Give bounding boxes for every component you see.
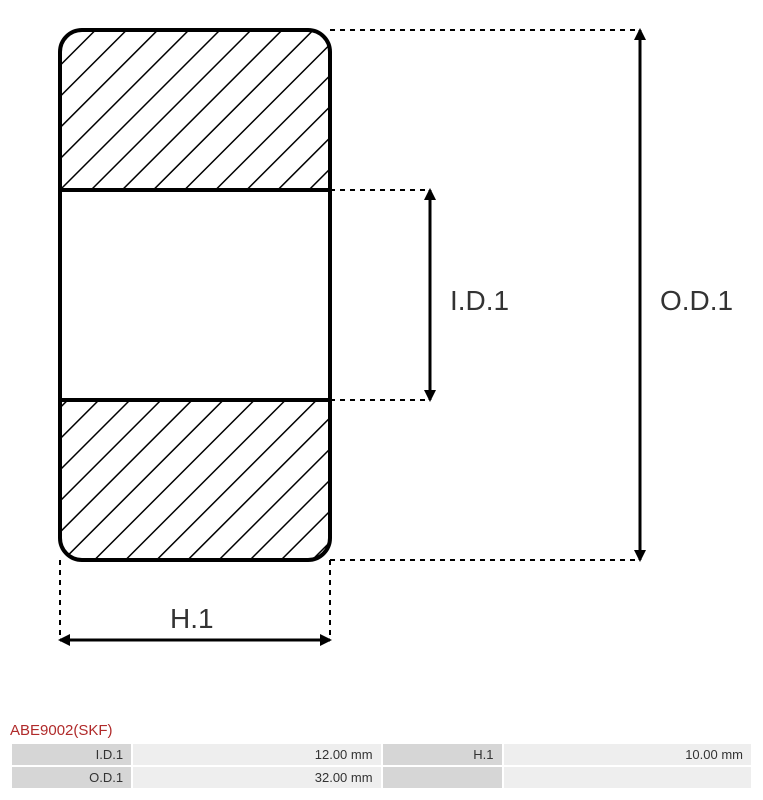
- table-row: I.D.1 12.00 mm H.1 10.00 mm: [12, 744, 751, 765]
- spec-table: I.D.1 12.00 mm H.1 10.00 mm O.D.1 32.00 …: [10, 742, 753, 790]
- spec-label-h1: H.1: [383, 744, 502, 765]
- spec-value-od1: 32.00 mm: [133, 767, 380, 788]
- spec-label-empty: [383, 767, 502, 788]
- od1-label: O.D.1: [660, 285, 733, 316]
- diagram-area: I.D.1 O.D.1 H.1: [0, 0, 763, 720]
- id1-label: I.D.1: [450, 285, 509, 316]
- spec-value-h1: 10.00 mm: [504, 744, 752, 765]
- spec-value-id1: 12.00 mm: [133, 744, 380, 765]
- spec-value-empty: [504, 767, 752, 788]
- spec-label-od1: O.D.1: [12, 767, 131, 788]
- part-code: ABE9002(SKF): [10, 722, 113, 739]
- h1-label: H.1: [170, 603, 214, 634]
- spec-label-id1: I.D.1: [12, 744, 131, 765]
- table-row: O.D.1 32.00 mm: [12, 767, 751, 788]
